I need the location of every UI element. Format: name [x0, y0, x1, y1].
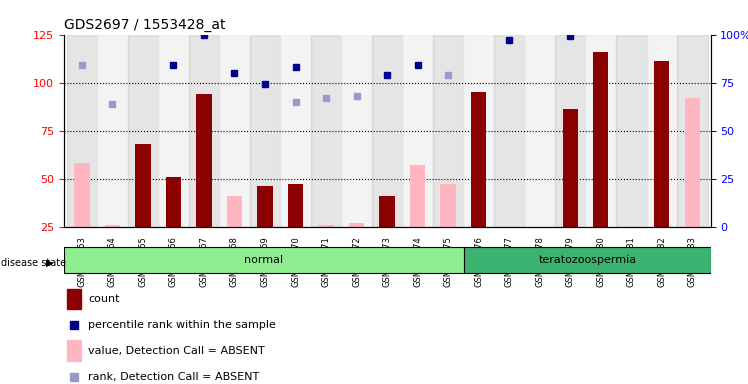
Bar: [319, 225, 334, 227]
Bar: [684, 98, 700, 227]
Bar: [349, 223, 364, 227]
Bar: [379, 196, 395, 227]
Text: value, Detection Call = ABSENT: value, Detection Call = ABSENT: [88, 346, 265, 356]
Bar: [135, 144, 150, 227]
Bar: [433, 35, 464, 227]
Bar: [441, 184, 456, 227]
Bar: [280, 35, 310, 227]
Text: ▶: ▶: [46, 258, 54, 268]
Bar: [677, 35, 708, 227]
Bar: [310, 35, 341, 227]
Bar: [464, 35, 494, 227]
Bar: [196, 94, 212, 227]
Bar: [74, 163, 90, 227]
Bar: [188, 35, 219, 227]
Bar: [97, 35, 128, 227]
Bar: [524, 35, 555, 227]
Bar: [562, 109, 578, 227]
Bar: [227, 196, 242, 227]
Text: rank, Detection Call = ABSENT: rank, Detection Call = ABSENT: [88, 372, 260, 382]
Bar: [67, 35, 97, 227]
Bar: [494, 35, 524, 227]
Bar: [250, 35, 280, 227]
Text: count: count: [88, 294, 120, 304]
Bar: [67, 289, 81, 310]
Bar: [654, 61, 669, 227]
Text: disease state: disease state: [1, 258, 66, 268]
Text: GDS2697 / 1553428_at: GDS2697 / 1553428_at: [64, 18, 225, 32]
Bar: [288, 184, 303, 227]
Bar: [158, 35, 188, 227]
Bar: [410, 165, 426, 227]
Bar: [341, 35, 372, 227]
Bar: [67, 341, 81, 361]
Bar: [166, 177, 181, 227]
Bar: [464, 247, 711, 273]
Bar: [593, 52, 608, 227]
Bar: [555, 35, 586, 227]
Bar: [257, 186, 272, 227]
Text: normal: normal: [245, 255, 283, 265]
Bar: [616, 35, 646, 227]
Bar: [372, 35, 402, 227]
Bar: [402, 35, 433, 227]
Bar: [64, 247, 464, 273]
Bar: [128, 35, 158, 227]
Text: teratozoospermia: teratozoospermia: [539, 255, 637, 265]
Bar: [471, 92, 486, 227]
Bar: [646, 35, 677, 227]
Bar: [586, 35, 616, 227]
Text: percentile rank within the sample: percentile rank within the sample: [88, 320, 276, 330]
Bar: [105, 225, 120, 227]
Bar: [219, 35, 250, 227]
